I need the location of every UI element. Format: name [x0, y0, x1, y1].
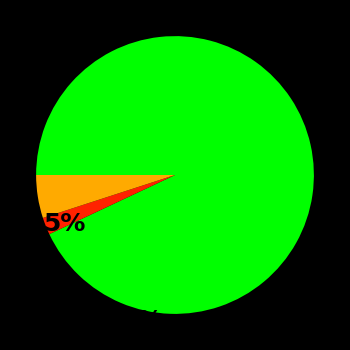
Text: 5%: 5%: [43, 212, 85, 236]
Wedge shape: [36, 175, 175, 218]
Wedge shape: [36, 36, 314, 314]
Text: 93%: 93%: [104, 309, 163, 333]
Wedge shape: [43, 175, 175, 234]
